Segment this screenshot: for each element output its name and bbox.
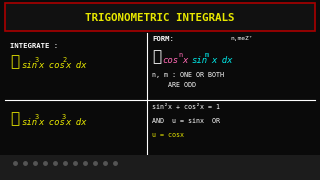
Text: sin²x + cos²x = 1: sin²x + cos²x = 1 [152,104,220,110]
Text: sin: sin [191,56,207,65]
Text: 3: 3 [62,114,66,120]
Text: TRIGONOMETRIC INTEGRALS: TRIGONOMETRIC INTEGRALS [85,13,235,23]
Text: 3: 3 [35,57,39,63]
Text: 2: 2 [62,57,66,63]
Text: ∯: ∯ [10,55,19,69]
Text: x dx: x dx [211,56,233,65]
Text: 3: 3 [35,114,39,120]
Bar [0,155,320,180]
Text: ∯: ∯ [152,50,161,64]
Text: x cos: x cos [38,61,65,70]
Text: x dx: x dx [65,61,86,70]
Text: INTEGRATE :: INTEGRATE : [10,43,58,49]
Text: cos: cos [162,56,178,65]
Text: x cos: x cos [38,118,65,127]
Text: ∯: ∯ [10,112,19,126]
Text: sin: sin [22,118,38,127]
Text: n: n [178,52,182,58]
Bar [5,3,315,31]
Text: ARE ODD: ARE ODD [168,82,196,88]
Text: x dx: x dx [65,118,86,127]
Text: sin: sin [22,61,38,70]
Text: x: x [182,56,193,65]
Text: u = cosx: u = cosx [152,132,184,138]
Text: m: m [205,52,209,58]
Text: n,meZ⁺: n,meZ⁺ [230,36,252,41]
Text: FORM:: FORM: [152,36,174,42]
Text: n, m : ONE OR BOTH: n, m : ONE OR BOTH [152,72,224,78]
Text: AND  u = sinx  OR: AND u = sinx OR [152,118,220,124]
